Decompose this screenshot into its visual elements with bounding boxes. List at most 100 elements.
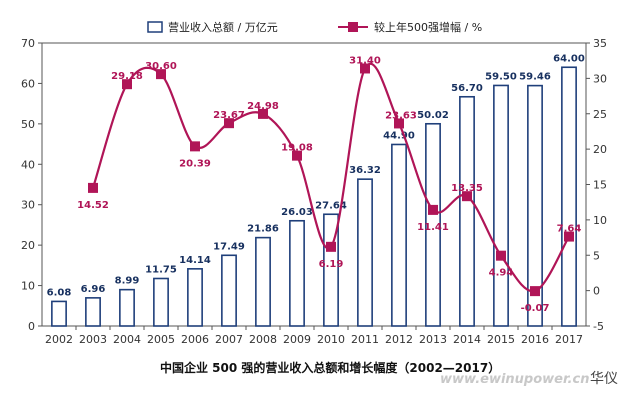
y-left-tick-label: 50 (21, 118, 35, 131)
bar (51, 300, 67, 327)
line-data-label: -0.07 (521, 303, 550, 314)
y-left-tick-label: 30 (21, 199, 35, 212)
x-tick-label: 2004 (113, 333, 141, 346)
line-data-label: 30.60 (145, 61, 177, 72)
legend-line-marker (348, 22, 358, 32)
x-tick-label: 2012 (385, 333, 413, 346)
y-right-tick-label: 15 (593, 179, 607, 192)
bar-data-label: 27.64 (315, 200, 347, 211)
bar-data-label: 26.03 (281, 207, 313, 218)
line-data-label: 23.63 (385, 110, 417, 121)
y-left-tick-label: 70 (21, 37, 35, 50)
y-right-tick-label: 35 (593, 37, 607, 50)
line-point (564, 231, 574, 242)
line-point (394, 118, 404, 129)
x-tick-label: 2015 (487, 333, 515, 346)
line-point (190, 141, 200, 152)
bar (153, 277, 169, 327)
bar (391, 143, 407, 327)
x-tick-label: 2014 (453, 333, 481, 346)
bar-data-label: 50.02 (417, 110, 449, 121)
line-data-label: 14.52 (77, 200, 109, 211)
line-data-label: 19.08 (281, 143, 313, 154)
line-point (530, 286, 540, 297)
y-left-tick-label: 0 (28, 320, 35, 333)
watermark-text: www.ewinupower.cn (440, 372, 589, 387)
y-left-tick-label: 10 (21, 280, 35, 293)
x-tick-label: 2011 (351, 333, 379, 346)
bar-data-label: 64.00 (553, 53, 585, 64)
line-point (292, 150, 302, 161)
y-right-tick-label: 20 (593, 143, 607, 156)
line-data-label: 23.67 (213, 110, 245, 121)
bar (119, 288, 135, 327)
x-tick-label: 2017 (555, 333, 583, 346)
bar (357, 178, 373, 327)
bar (527, 84, 543, 327)
growth-line (91, 62, 570, 293)
bar (493, 84, 509, 327)
bar-data-label: 6.96 (81, 284, 106, 295)
bar (425, 122, 441, 327)
y-right-tick-label: 30 (593, 72, 607, 85)
y-right-tick-label: 5 (593, 249, 600, 262)
y-left-tick-label: 60 (21, 77, 35, 90)
x-tick-label: 2003 (79, 333, 107, 346)
line-point (326, 241, 336, 252)
bar (85, 297, 101, 327)
bars: 6.08 6.96 8.99 11.7514.1417.4921.8626.0327.… (47, 53, 585, 327)
line-point (428, 204, 438, 215)
bar (221, 254, 237, 327)
line-point (360, 63, 370, 74)
bar-data-label: 36.32 (349, 165, 381, 176)
axes: 0 10 20 30 40 50 60 70 -5 0 5 10 15 20 25 30 35 2002 2003 2… (21, 37, 607, 346)
x-tick-label: 2002 (45, 333, 73, 346)
y-left-tick-label: 20 (21, 239, 35, 252)
y-right-tick-label: 10 (593, 214, 607, 227)
line-point (258, 108, 268, 119)
bar-data-label: 56.70 (451, 83, 483, 94)
legend-line-label: 较上年500强增幅 / % (374, 20, 482, 34)
chart-caption: 中国企业 500 强的营业收入总额和增长幅度（2002—2017） (160, 360, 500, 375)
bar (255, 236, 271, 327)
bar-data-label: 21.86 (247, 224, 279, 235)
x-tick-label: 2010 (317, 333, 345, 346)
line-data-label: 20.39 (179, 158, 211, 169)
line-point (156, 69, 166, 80)
bar-data-label: 59.46 (519, 72, 551, 83)
y-right-tick-label: -5 (593, 320, 604, 333)
bar-data-label: 44.90 (383, 130, 415, 141)
x-tick-label: 2013 (419, 333, 447, 346)
bar-data-label: 17.49 (213, 241, 245, 252)
line-point (224, 118, 234, 129)
line-data-label: 6.19 (319, 259, 344, 270)
bar-data-label: 59.50 (485, 71, 517, 82)
line-data-label: 7.64 (557, 224, 582, 235)
bar (561, 66, 577, 327)
line-point (122, 79, 132, 90)
line-data-label: 24.98 (247, 101, 279, 112)
x-tick-label: 2016 (521, 333, 549, 346)
line-point (462, 191, 472, 202)
line-point (88, 182, 98, 193)
x-tick-label: 2007 (215, 333, 243, 346)
line-data-label: 11.41 (417, 222, 449, 233)
legend-bar-swatch (147, 21, 163, 33)
bar (459, 95, 475, 327)
line-data-label: 13.35 (451, 183, 483, 194)
bar-data-label: 8.99 (115, 276, 140, 287)
x-tick-label: 2006 (181, 333, 209, 346)
x-tick-label: 2005 (147, 333, 175, 346)
brand-text: 华仪 (590, 371, 618, 387)
line-data-label: 31.40 (349, 55, 381, 66)
bar-data-label: 11.75 (145, 264, 177, 275)
line-data-label: 29.18 (111, 71, 143, 82)
line-data-label: 4.94 (489, 268, 514, 279)
bar (187, 268, 203, 327)
bar-data-label: 6.08 (47, 287, 72, 298)
legend-bar-label: 营业收入总额 / 万亿元 (168, 20, 278, 34)
x-tick-label: 2009 (283, 333, 311, 346)
x-tick-label: 2008 (249, 333, 277, 346)
